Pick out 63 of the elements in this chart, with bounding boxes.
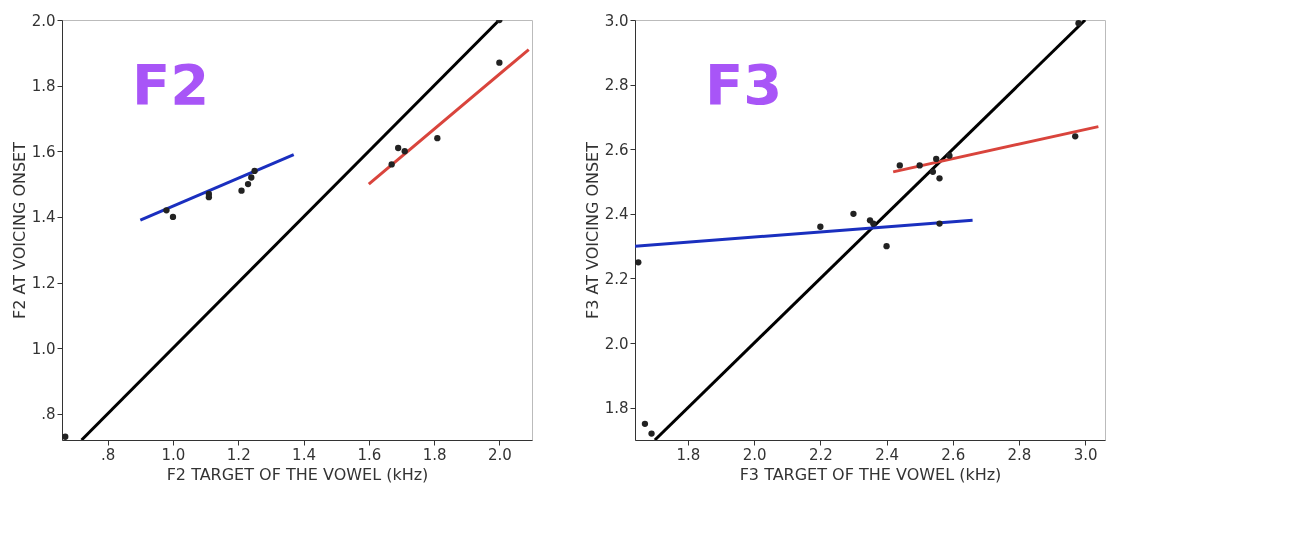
point xyxy=(62,433,69,440)
point xyxy=(817,223,824,230)
x-tick-label: 1.2 xyxy=(226,445,251,464)
point xyxy=(936,175,943,182)
x-tick-label: 2.2 xyxy=(808,445,833,464)
y-tick-label: 1.0 xyxy=(31,339,56,358)
x-tick-label: 1.6 xyxy=(357,445,382,464)
point xyxy=(163,207,170,214)
point xyxy=(635,259,642,266)
y-tick-label: .8 xyxy=(41,405,56,424)
x-tick-label: 1.8 xyxy=(676,445,701,464)
x-tick-label: 2.4 xyxy=(875,445,899,464)
point xyxy=(936,220,943,227)
point xyxy=(251,167,258,175)
y-tick-label: 3.0 xyxy=(604,11,629,30)
point xyxy=(248,174,255,181)
x-tick-label: 1.4 xyxy=(292,445,316,464)
point xyxy=(946,152,953,159)
point xyxy=(169,213,177,221)
point xyxy=(929,168,937,175)
y-tick-label: 2.8 xyxy=(604,76,629,95)
point xyxy=(434,134,441,142)
y-axis-title: F3 AT VOICING ONSET xyxy=(582,141,602,319)
point xyxy=(244,180,252,188)
x-axis-title: F3 TARGET OF THE VOWEL (kHz) xyxy=(739,464,1002,484)
point xyxy=(648,430,655,437)
point xyxy=(395,144,402,152)
point xyxy=(896,162,903,169)
x-tick-label: 2.8 xyxy=(1007,445,1032,464)
y-tick-label: 2.4 xyxy=(604,205,629,224)
x-tick-label: .8 xyxy=(101,445,116,464)
y-tick-label: 1.6 xyxy=(31,142,56,161)
y-tick-label: 1.8 xyxy=(604,399,629,418)
x-tick-label: 1.8 xyxy=(422,445,447,464)
point xyxy=(916,162,923,169)
x-tick-label: 3.0 xyxy=(1073,445,1098,464)
point xyxy=(401,148,408,155)
point xyxy=(388,161,395,168)
annotation: F2 xyxy=(132,52,210,117)
x-tick-label: 2.6 xyxy=(941,445,966,464)
y-axis-title: F2 AT VOICING ONSET xyxy=(9,141,29,319)
point xyxy=(1075,20,1082,27)
point xyxy=(883,243,890,250)
y-tick-label: 2.0 xyxy=(604,334,629,353)
x-tick-label: 2.0 xyxy=(487,445,512,464)
y-tick-label: 2.2 xyxy=(604,269,629,288)
point xyxy=(933,155,940,163)
y-tick-label: 1.4 xyxy=(31,208,56,227)
annotation: F3 xyxy=(705,52,783,117)
y-tick-label: 1.2 xyxy=(31,274,56,292)
point xyxy=(238,187,245,194)
y-tick-label: 1.8 xyxy=(31,77,56,96)
y-tick-label: 2.6 xyxy=(604,140,629,159)
point xyxy=(205,194,213,201)
point xyxy=(850,210,857,217)
point xyxy=(870,220,877,227)
y-tick-label: 2.0 xyxy=(31,11,56,30)
point xyxy=(496,59,503,66)
point xyxy=(1072,133,1079,140)
x-axis-title: F2 TARGET OF THE VOWEL (kHz) xyxy=(166,464,429,484)
x-tick-label: 1.0 xyxy=(161,445,186,464)
x-tick-label: 2.0 xyxy=(742,445,767,464)
point xyxy=(641,420,649,427)
